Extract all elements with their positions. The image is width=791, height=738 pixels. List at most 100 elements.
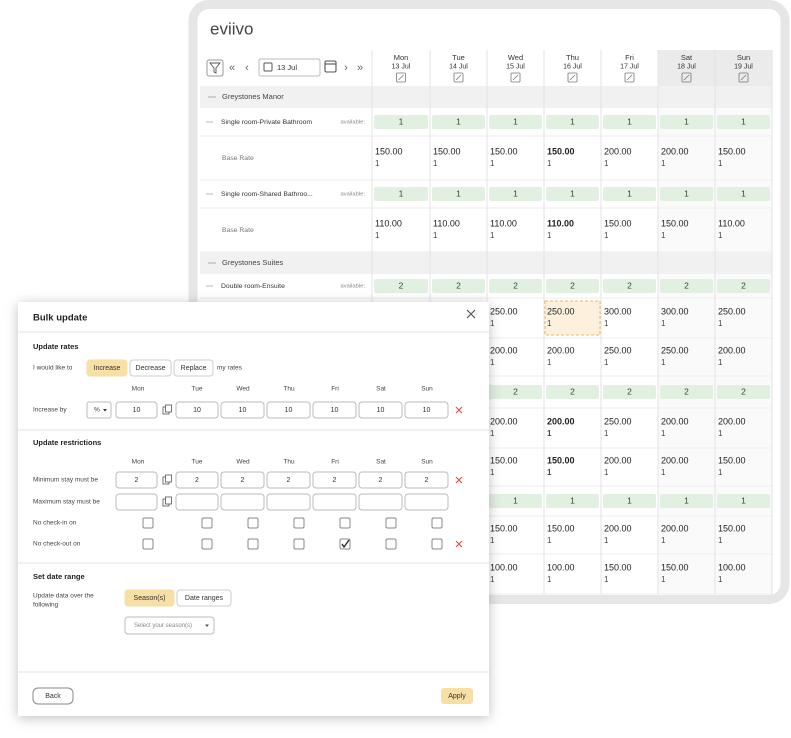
- availability-pill[interactable]: [660, 187, 713, 201]
- availability-pill[interactable]: [717, 115, 770, 129]
- availability-pill[interactable]: [717, 279, 770, 293]
- availability-pill[interactable]: [489, 115, 542, 129]
- last-button[interactable]: »: [357, 62, 363, 74]
- availability-pill[interactable]: [489, 187, 542, 201]
- min-stay-input[interactable]: [312, 471, 357, 489]
- group-row: [200, 252, 772, 274]
- rate-input[interactable]: [220, 401, 265, 419]
- day-label: Tue: [192, 386, 203, 393]
- availability-pill[interactable]: [489, 494, 542, 508]
- date-input[interactable]: [258, 58, 321, 77]
- day-label: Wed: [236, 459, 250, 466]
- availability-pill[interactable]: [603, 385, 656, 399]
- availability-pill[interactable]: [546, 115, 599, 129]
- min-stay-input[interactable]: [358, 471, 403, 489]
- availability-pill[interactable]: [546, 187, 599, 201]
- availability-pill[interactable]: [660, 115, 713, 129]
- availability-pill[interactable]: [374, 187, 428, 201]
- edit-button[interactable]: [738, 72, 749, 83]
- availability-pill[interactable]: [717, 187, 770, 201]
- availability-pill[interactable]: [603, 115, 656, 129]
- edit-button[interactable]: [396, 72, 406, 83]
- rate-input[interactable]: [175, 401, 219, 419]
- checkbox[interactable]: [142, 538, 154, 550]
- availability-pill[interactable]: [603, 279, 656, 293]
- filter-button[interactable]: [206, 59, 224, 77]
- checkbox[interactable]: [142, 517, 154, 529]
- availability-pill[interactable]: [489, 385, 542, 399]
- availability-pill[interactable]: [489, 279, 542, 293]
- input-value: 10: [377, 407, 385, 414]
- min-stay-input[interactable]: [404, 471, 449, 489]
- option-button[interactable]: [176, 589, 232, 607]
- checkbox[interactable]: [431, 538, 443, 550]
- availability-pill[interactable]: [432, 115, 485, 129]
- selected-cell[interactable]: [544, 300, 601, 336]
- checkbox[interactable]: [293, 538, 305, 550]
- edit-button[interactable]: [681, 72, 692, 83]
- unit-select[interactable]: [86, 401, 112, 419]
- checkbox[interactable]: [293, 517, 305, 529]
- checkbox[interactable]: [339, 517, 351, 529]
- apply-button[interactable]: [441, 688, 473, 704]
- max-stay-input[interactable]: [115, 493, 158, 511]
- clear-button[interactable]: [455, 406, 463, 414]
- max-stay-input[interactable]: [404, 493, 449, 511]
- checkbox[interactable]: [385, 517, 397, 529]
- checkbox[interactable]: [247, 538, 259, 550]
- edit-button[interactable]: [453, 72, 464, 83]
- max-stay-input[interactable]: [266, 493, 311, 511]
- edit-button[interactable]: [567, 72, 578, 83]
- availability-pill[interactable]: [374, 115, 428, 129]
- next-button[interactable]: ›: [344, 62, 348, 74]
- option-button[interactable]: [124, 589, 175, 607]
- first-button[interactable]: «: [229, 62, 235, 74]
- availability-pill[interactable]: [660, 279, 713, 293]
- option-button[interactable]: [173, 359, 214, 377]
- min-stay-input[interactable]: [220, 471, 265, 489]
- checkbox[interactable]: [247, 517, 259, 529]
- availability-pill[interactable]: [432, 279, 485, 293]
- prev-button[interactable]: ‹: [245, 62, 249, 74]
- edit-button[interactable]: [624, 72, 635, 83]
- rate-value: 150.00: [718, 523, 746, 533]
- edit-button[interactable]: [510, 72, 521, 83]
- room-label: Single room-Private Bathroom: [221, 119, 312, 126]
- availability-pill[interactable]: [603, 187, 656, 201]
- checkbox[interactable]: [201, 517, 213, 529]
- rate-input[interactable]: [266, 401, 311, 419]
- option-button[interactable]: [129, 359, 172, 377]
- availability-pill[interactable]: [546, 279, 599, 293]
- max-stay-input[interactable]: [358, 493, 403, 511]
- availability-pill[interactable]: [717, 385, 770, 399]
- max-stay-input[interactable]: [312, 493, 357, 511]
- calendar-button[interactable]: [324, 60, 337, 73]
- max-stay-input[interactable]: [220, 493, 265, 511]
- checkbox[interactable]: [385, 538, 397, 550]
- availability-pill[interactable]: [660, 494, 713, 508]
- min-stay-input[interactable]: [175, 471, 219, 489]
- checkbox[interactable]: [431, 517, 443, 529]
- clear-button[interactable]: [455, 540, 463, 548]
- availability-pill[interactable]: [374, 279, 428, 293]
- max-stay-input[interactable]: [175, 493, 219, 511]
- rate-input[interactable]: [312, 401, 357, 419]
- availability-pill[interactable]: [432, 187, 485, 201]
- option-button[interactable]: [86, 359, 128, 377]
- min-stay-input[interactable]: [115, 471, 158, 489]
- clear-button[interactable]: [455, 476, 463, 484]
- available-label: available:: [341, 284, 366, 290]
- season-select[interactable]: [124, 616, 215, 635]
- availability-pill[interactable]: [546, 385, 599, 399]
- rate-input[interactable]: [404, 401, 449, 419]
- rate-input[interactable]: [115, 401, 158, 419]
- close-button[interactable]: [466, 309, 476, 319]
- checkbox[interactable]: [201, 538, 213, 550]
- min-stay-input[interactable]: [266, 471, 311, 489]
- availability-pill[interactable]: [660, 385, 713, 399]
- availability-pill[interactable]: [546, 494, 599, 508]
- back-button[interactable]: [32, 687, 74, 705]
- rate-input[interactable]: [358, 401, 403, 419]
- availability-pill[interactable]: [603, 494, 656, 508]
- availability-pill[interactable]: [717, 494, 770, 508]
